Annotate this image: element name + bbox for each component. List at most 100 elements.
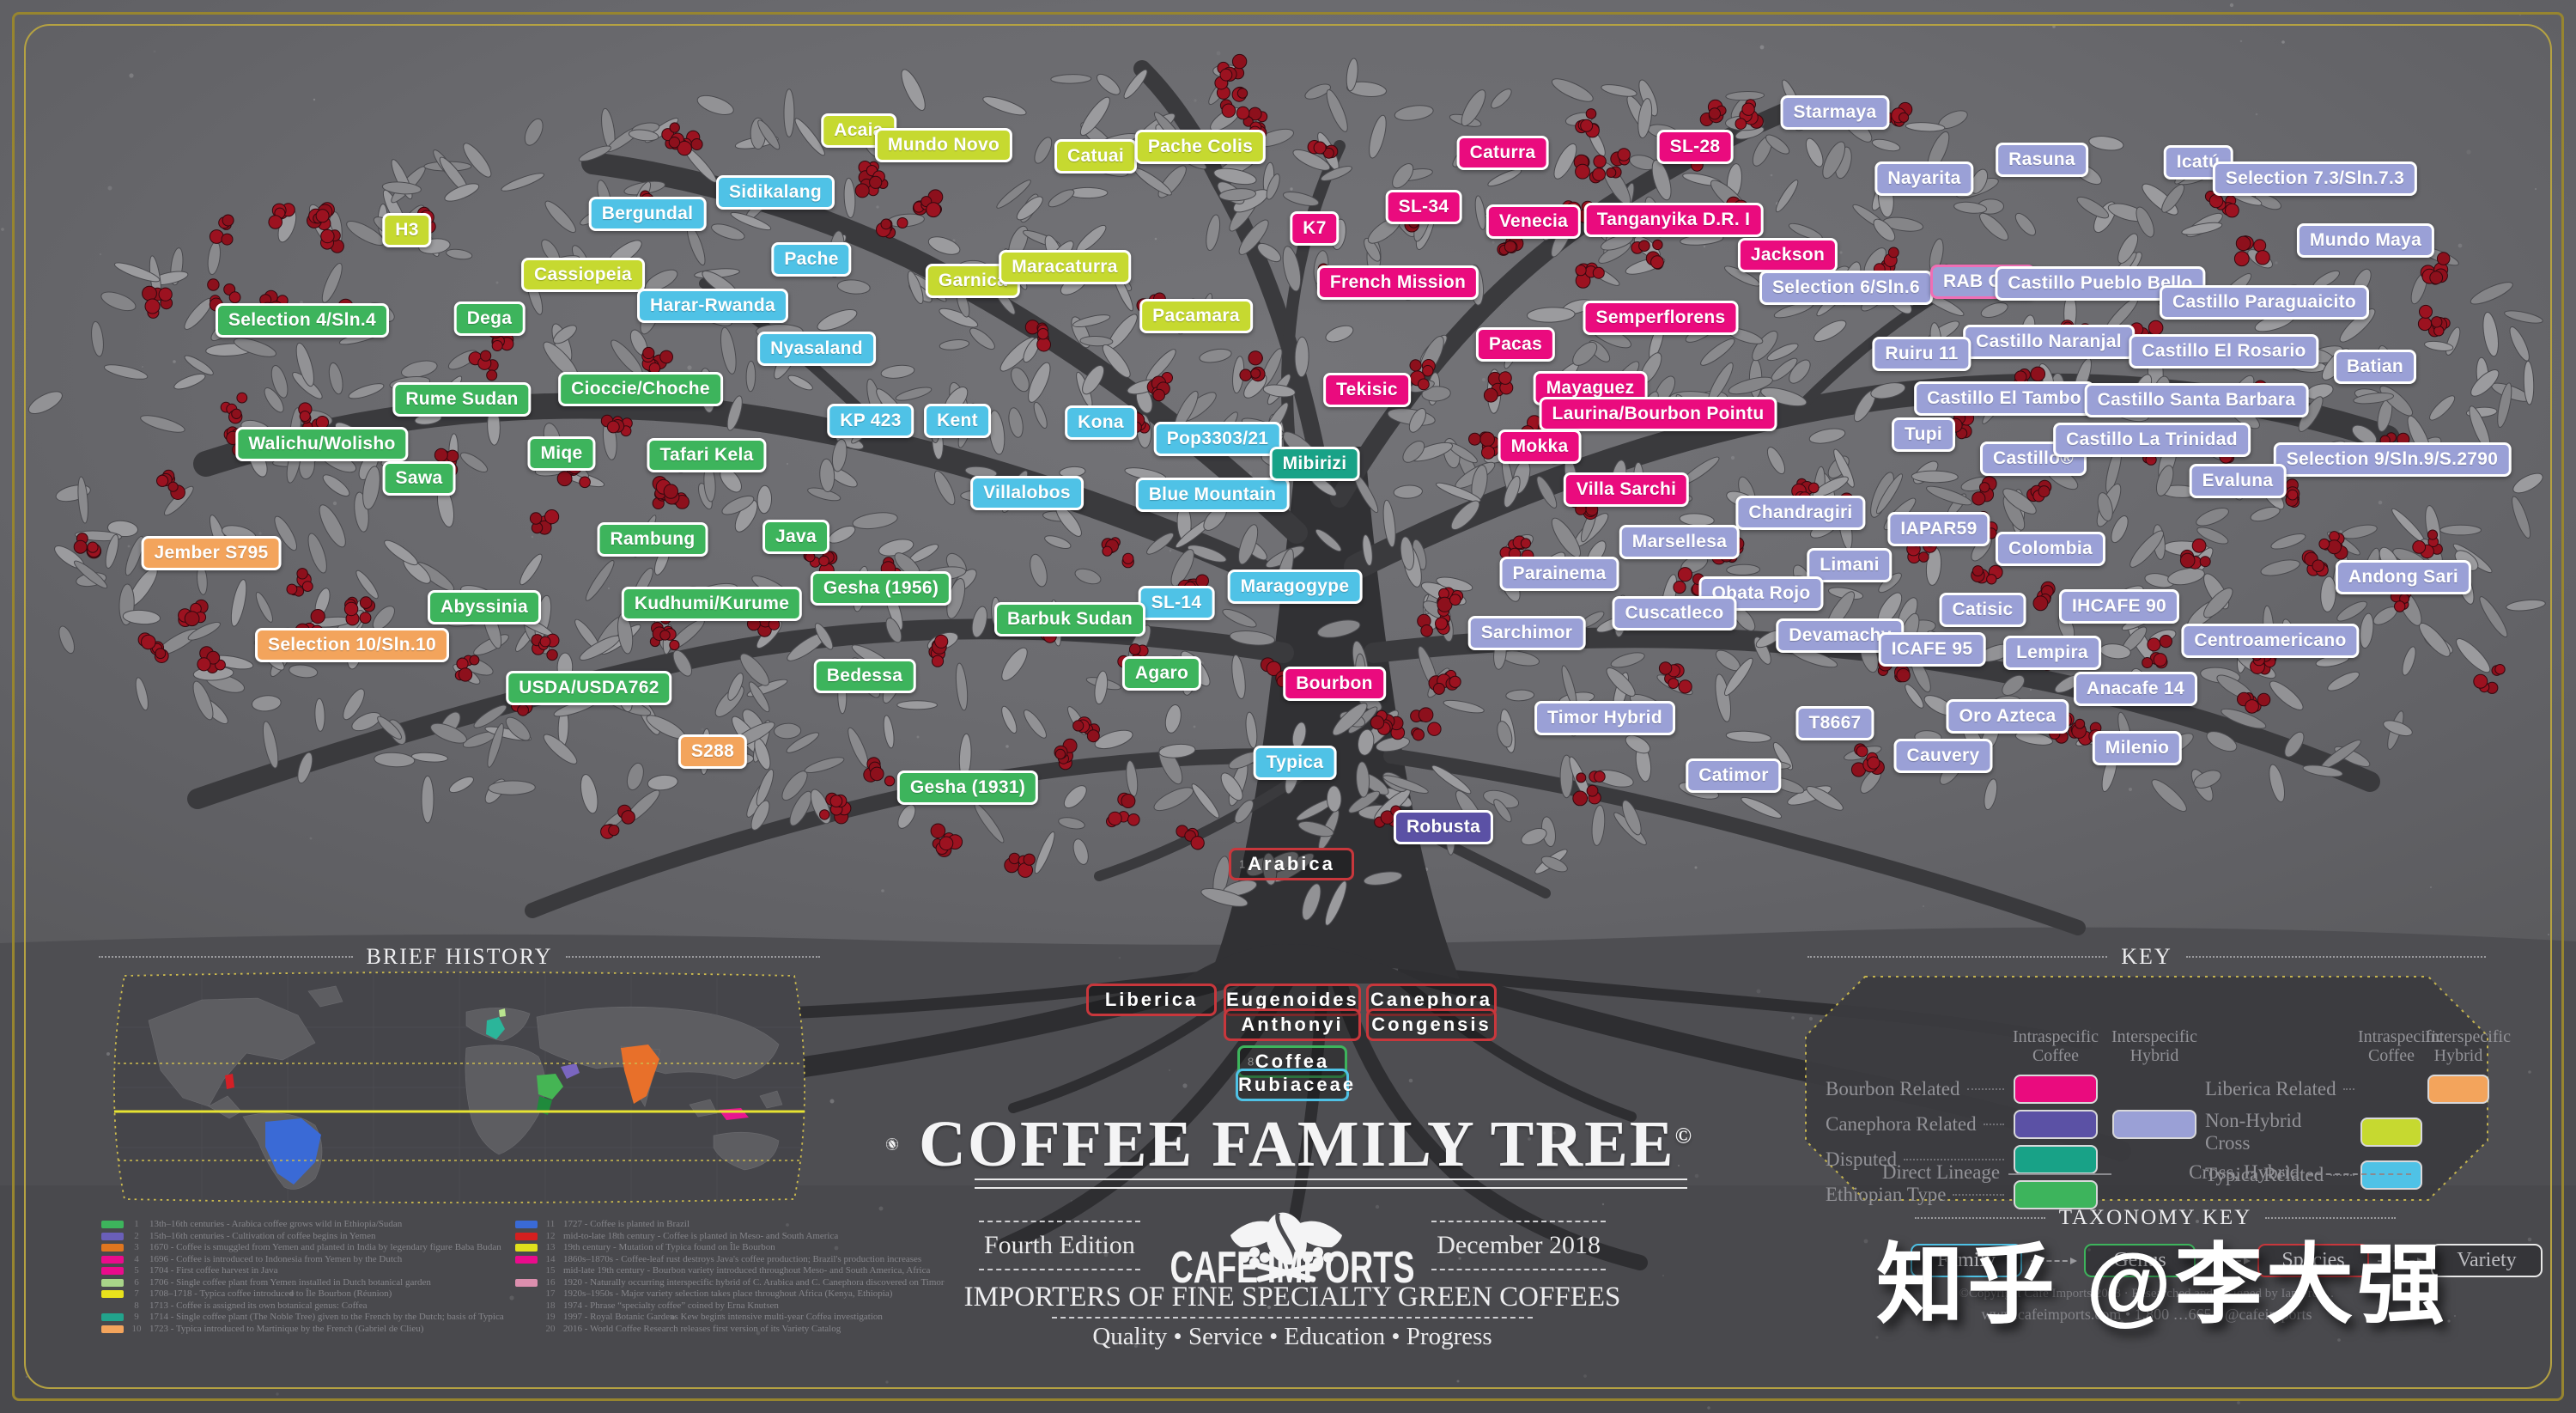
map-region-ethiopia [537, 1074, 563, 1099]
key-color-swatch [2014, 1145, 2098, 1174]
key-row-label-text: Canephora Related [1826, 1113, 1977, 1135]
dotted-rule [1915, 1217, 2045, 1219]
taxonomy-pill-family: Family [1911, 1244, 2022, 1277]
label-text: Oro Azteca [1959, 706, 2057, 726]
label-text: Parainema [1512, 563, 1607, 583]
key-color-swatch [2360, 1118, 2422, 1147]
label-text: Abyssinia [440, 597, 528, 617]
label-text: Selection 7.3/Sln.7.3 [2225, 168, 2405, 188]
label-text: Cioccie/Choche [571, 379, 710, 399]
brand-motto: Quality • Service • Education • Progress [1092, 1323, 1492, 1350]
variety-label: Timor Hybrid [1534, 701, 1675, 735]
key-color-swatch [2112, 1110, 2196, 1139]
page-title: COFFEE FAMILY TREE© [918, 1108, 1692, 1180]
label-text: Tekisic [1336, 380, 1398, 399]
variety-label: Semperflorens [1583, 301, 1739, 335]
variety-label: T8667 [1795, 706, 1874, 740]
variety-label: Rambung [597, 522, 708, 557]
key-row-label: Ethiopian Type [1826, 1184, 2008, 1206]
key-row-label-text: Bourbon Related [1826, 1078, 1960, 1099]
label-text: Obata Rojo [1711, 583, 1811, 603]
key-section-title: KEY [1807, 944, 2486, 970]
variety-label: Pache [771, 242, 852, 277]
label-text: Typica [1266, 752, 1324, 772]
key-grid-right: Intraspecific Coffee Interspecific Hybrid… [2205, 1027, 2511, 1190]
label-text: Tanganyika D.R. I [1596, 210, 1751, 229]
label-text: Mayaguez [1546, 378, 1635, 398]
history-entry-number: 10 [131, 1323, 142, 1334]
label-text: Kona [1078, 412, 1124, 432]
species-label: Liberica [1086, 984, 1217, 1016]
history-entry-text: 1727 - Coffee is planted in Brazil [563, 1219, 690, 1229]
key-row-label-text: Disputed [1826, 1148, 1898, 1170]
variety-label: Caturra [1456, 136, 1549, 170]
history-entry: 11 1727 - Coffee is planted in Brazil [515, 1219, 907, 1230]
key-row-label-text: Ethiopian Type [1826, 1184, 1947, 1205]
label-text: SL-28 [1669, 137, 1721, 156]
label-text: Colombia [2008, 539, 2093, 558]
history-entry: 14 1860s–1870s - Coffee-leaf rust destroy… [515, 1253, 921, 1265]
dotted-rule [99, 956, 353, 958]
key-row-label-text: Liberica Related [2205, 1078, 2336, 1099]
label-text: Mundo Novo [887, 135, 1000, 155]
edition-row: Fourth Edition December 2018 [979, 1194, 1606, 1297]
variety-label: Kudhumi/Kurume [621, 587, 803, 621]
taxonomy-pill-genus: Genus [2084, 1244, 2196, 1277]
variety-label: Pop3303/21 [1153, 422, 1282, 456]
label-text: Evaluna [2202, 471, 2274, 490]
variety-label: Kona [1065, 405, 1137, 440]
history-entry-number: 1 [134, 1219, 139, 1229]
label-text: Catuai [1067, 146, 1124, 166]
variety-label: Bergundal [588, 197, 707, 231]
key-grid-left: Intraspecific Coffee Interspecific Hybrid… [1826, 1027, 2205, 1209]
label-text: Pache [784, 249, 839, 269]
variety-label: Catuai [1054, 139, 1137, 174]
label-text: K7 [1303, 218, 1327, 238]
history-color-swatch [101, 1278, 124, 1287]
variety-label: Bedessa [813, 659, 916, 693]
label-text: Rambung [610, 529, 696, 549]
copyright-mark: © [1674, 1123, 1692, 1148]
dotted-leader [1983, 1124, 2004, 1125]
label-text: Nayarita [1887, 168, 1961, 188]
key-color-swatch [2360, 1160, 2422, 1190]
history-entry-number: 2 [134, 1230, 139, 1241]
label-text: Tafari Kela [659, 445, 754, 465]
history-entry-number: 14 [545, 1253, 556, 1264]
history-entry: 8 1713 - Coffee is assigned its own botan… [101, 1300, 493, 1312]
key-row-label: Bourbon Related [1826, 1078, 2008, 1100]
variety-label: Sawa [382, 461, 456, 496]
history-section-title: BRIEF HISTORY [99, 944, 821, 970]
lineage-label-text: Cross, Hybrid [2189, 1161, 2300, 1183]
variety-label: Tanganyika D.R. I [1583, 203, 1764, 237]
variety-label: Selection 7.3/Sln.7.3 [2212, 161, 2418, 196]
label-text: Mibirizi [1282, 454, 1347, 473]
variety-label: Dega [453, 301, 526, 336]
label-text: Andong Sari [2348, 567, 2459, 587]
history-entry-text: 1706 - Single coffee plant from Yemen in… [149, 1276, 431, 1288]
bean-globe-icon [885, 1137, 899, 1151]
lineage-legend-item: Cross, Hybrid [2189, 1161, 2412, 1184]
label-text: Bergundal [601, 204, 694, 223]
history-entry: 6 1706 - Single coffee plant from Yemen i… [101, 1276, 493, 1288]
label-text: Castillo Paraguaicito [2172, 292, 2357, 312]
variety-label: Castillo El Tambo [1914, 381, 2094, 416]
variety-label: Maracaturra [999, 250, 1131, 284]
history-entry-number: 11 [545, 1219, 556, 1229]
lineage-label-text: Direct Lineage [1881, 1161, 2001, 1183]
label-text: Sidikalang [728, 182, 823, 202]
label-text: Castillo El Tambo [1927, 388, 2081, 408]
label-text: KP 423 [840, 411, 902, 430]
map-region-netherlands [499, 1008, 506, 1017]
history-entry: 17 1920s–1950s - Major variety selection … [515, 1288, 907, 1300]
variety-label: Barbuk Sudan [994, 602, 1145, 636]
history-entry-number: 3 [134, 1242, 139, 1252]
label-text: Pacas [1488, 334, 1543, 354]
history-entry: 16 1920 - Naturally occurring interspecif… [515, 1277, 945, 1288]
history-entry-text: 1713 - Coffee is assigned its own botani… [149, 1300, 368, 1311]
variety-label: KP 423 [827, 404, 914, 438]
label-text: Catimor [1698, 765, 1769, 785]
variety-label: Catisic [1939, 593, 2026, 627]
label-text: Limani [1820, 555, 1880, 575]
label-text: SL-34 [1398, 197, 1449, 216]
